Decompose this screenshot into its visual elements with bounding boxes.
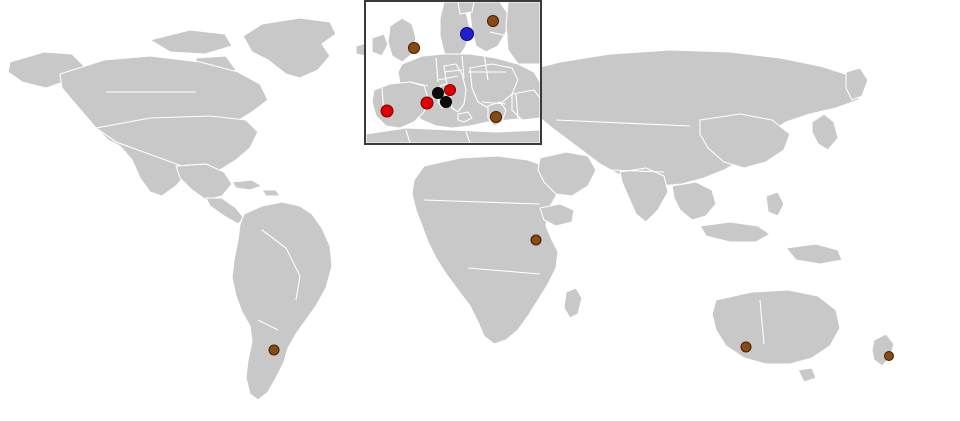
land-kamchatka [845,67,869,101]
border-australia-states [759,299,765,345]
border-argentina [257,319,279,331]
inset-border-alps [437,75,459,81]
europe-inset [364,0,542,145]
land-cuba [231,179,263,191]
land-hispaniola [261,189,281,197]
land-new-guinea [785,243,843,265]
marker-sweden[interactable] [460,27,474,41]
country-borders [106,91,765,345]
inset-border-africa-north2 [465,131,471,143]
land-greenland [242,17,337,79]
marker-italy-north[interactable] [444,84,456,96]
marker-kenya[interactable] [530,234,542,246]
inset-border-france-germany [435,57,439,83]
border-usa-mexico [175,163,207,167]
inset-border-france-spain [409,81,429,87]
inset-border-turkey-west [515,93,519,119]
land-usa [95,115,259,173]
inset-border-baltic-states [489,31,509,37]
border-brazil [261,229,301,301]
inset-border-poland-belarus [483,53,489,81]
inset-land-sicily [457,111,473,123]
marker-australia[interactable] [740,341,752,353]
marker-finland[interactable] [487,15,499,27]
border-africa-south [467,267,541,275]
inset-land-norway-north [457,2,475,15]
border-india-north [609,169,665,173]
land-japan [811,113,839,151]
marker-uruguay[interactable] [268,344,280,356]
marker-portugal[interactable] [380,104,394,118]
marker-france-south[interactable] [432,87,444,99]
marker-new-zealand[interactable] [884,351,894,361]
inset-land-ireland [371,33,389,57]
land-tasmania [797,367,817,383]
inset-land-finland-baltics [469,2,509,53]
inset-country-borders [381,31,519,143]
border-asia-central [555,119,691,127]
inset-land-turkey [511,89,540,121]
inset-land-russia-west [505,2,540,65]
inset-land-north-africa [366,127,540,143]
marker-united-kingdom[interactable] [408,42,420,54]
land-southeast-asia [671,181,717,221]
inset-border-italy-north [443,69,463,73]
land-madagascar [563,287,583,319]
land-south-america [231,201,333,401]
marker-corsica-sardinia[interactable] [440,96,452,108]
marker-greece[interactable] [490,111,502,123]
land-mexico [175,163,233,201]
border-sahel [423,199,541,205]
inset-border-africa-north [405,129,411,143]
land-horn-of-africa [539,203,575,227]
inset-land-balkans [469,63,519,109]
inset-border-greece-north [481,101,507,105]
land-arctic-canada [149,29,233,55]
europe-inset-basemap [366,2,540,143]
land-indonesia [699,221,771,243]
marker-spain[interactable] [420,96,434,110]
land-china-east [699,113,791,169]
inset-border-germany-poland [461,55,465,79]
land-arabia [537,151,597,197]
land-philippines [765,191,785,217]
